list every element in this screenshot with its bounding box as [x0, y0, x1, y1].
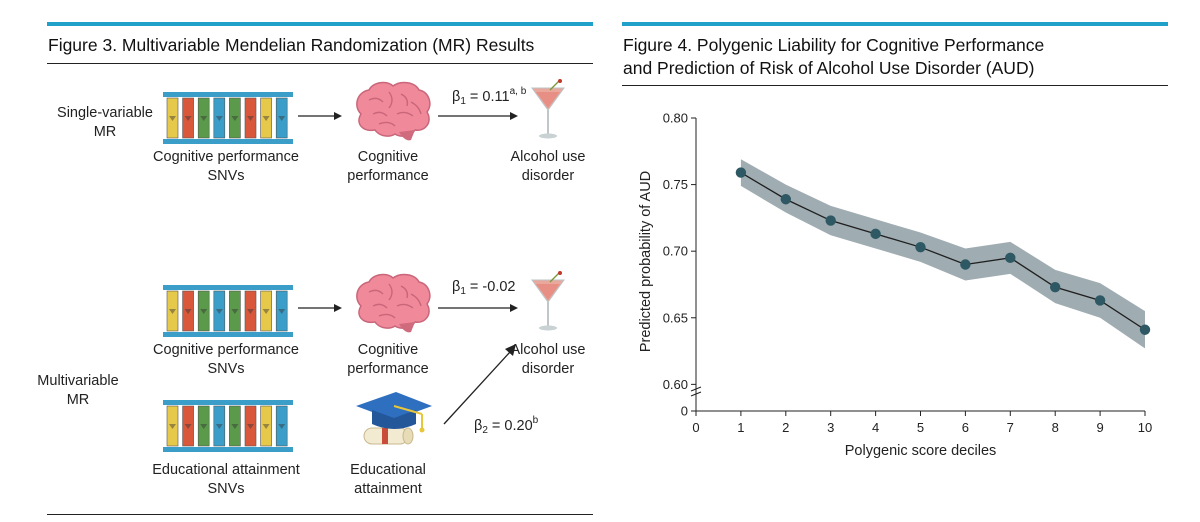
data-point [1094, 295, 1106, 306]
x-tick-label: 1 [737, 420, 744, 435]
aud-probability-chart: 0 0.60 0.65 0.70 0.75 0.80 0 1 2 3 4 5 6 7 8 9 10 Polygen… [638, 111, 1152, 460]
data-point [825, 215, 836, 226]
y-tick-label: 0.70 [663, 244, 688, 259]
figure-4-panel: Figure 4. Polygenic Liability for Cognit… [600, 0, 1200, 522]
data-point [915, 241, 926, 253]
y-tick-label: 0.75 [663, 177, 688, 192]
x-axis-label: Polygenic score deciles [845, 443, 997, 459]
confidence-band [740, 159, 1145, 349]
cocktail-glass-icon [528, 270, 568, 339]
y-tick-label: 0 [681, 404, 688, 419]
x-tick-label: 10 [1138, 420, 1152, 435]
figure-3-title-rule [47, 63, 593, 64]
dna-snv-icon [163, 283, 293, 339]
cocktail-glass-icon [528, 78, 568, 147]
x-tick-label: 7 [1007, 420, 1014, 435]
arrow-icon [298, 112, 342, 120]
dna-snv-icon [163, 90, 293, 146]
exposure-label-cognitive: Cognitive performance [347, 342, 429, 377]
exposure-label-educational: Educational attainment [350, 462, 426, 497]
arrow-icon [438, 304, 518, 312]
outcome-label-aud: Alcohol use disorder [510, 149, 586, 184]
row-label-single-variable: Single-variable MR [57, 105, 153, 140]
snv-label-cognitive: Cognitive performance SNVs [153, 149, 299, 184]
axis-break-mark [690, 391, 702, 397]
snv-label-cognitive: Cognitive performance SNVs [153, 342, 299, 377]
x-tick-label: 2 [782, 420, 789, 435]
graduation-cap-icon [356, 392, 432, 445]
figure-3-title: Figure 3. Multivariable Mendelian Random… [48, 35, 535, 55]
figure-4-title: Figure 4. Polygenic Liability for Cognit… [623, 35, 1045, 78]
figure-3-panel: Figure 3. Multivariable Mendelian Random… [37, 22, 593, 515]
y-tick-label: 0.80 [663, 111, 688, 126]
x-tick-label: 0 [692, 420, 699, 435]
outcome-label-aud: Alcohol use disorder [510, 342, 586, 377]
data-point [1005, 252, 1016, 264]
x-tick-label: 5 [917, 420, 924, 435]
x-tick-label: 9 [1096, 420, 1103, 435]
figure-3-bottom-rule [47, 514, 593, 515]
brain-icon [349, 80, 435, 151]
x-tick-label: 4 [872, 420, 879, 435]
exposure-label-cognitive: Cognitive performance [347, 149, 429, 184]
row-label-multivariable: Multivariable MR [37, 373, 119, 408]
data-point [1050, 281, 1061, 293]
series-line [740, 172, 1146, 331]
figure-4-title-rule [622, 85, 1168, 86]
data-point [870, 228, 881, 240]
x-tick-label: 8 [1052, 420, 1059, 435]
data-point [960, 259, 971, 270]
brain-icon [349, 272, 435, 343]
arrow-icon [298, 304, 342, 312]
x-tick-label: 6 [962, 420, 969, 435]
beta-2-multi: β2 = 0.20b [474, 415, 539, 436]
dna-snv-icon [163, 398, 293, 454]
data-point [1139, 324, 1151, 335]
x-tick-label: 3 [827, 420, 834, 435]
beta-1-multi: β1 = -0.02 [452, 279, 516, 297]
data-point [780, 194, 791, 205]
y-axis-label: Predicted probability of AUD [638, 171, 654, 352]
arrow-icon [438, 112, 518, 120]
axis-break-mark [690, 386, 702, 392]
snv-label-educational: Educational attainment SNVs [152, 462, 300, 497]
data-point [735, 167, 747, 178]
y-tick-label: 0.65 [663, 310, 688, 325]
y-tick-label: 0.60 [663, 377, 688, 392]
figure-4-accent-bar [622, 22, 1168, 26]
beta-single: β1 = 0.11a, b [452, 86, 527, 107]
arrow-icon [443, 344, 516, 425]
figure-3-accent-bar [47, 22, 593, 26]
